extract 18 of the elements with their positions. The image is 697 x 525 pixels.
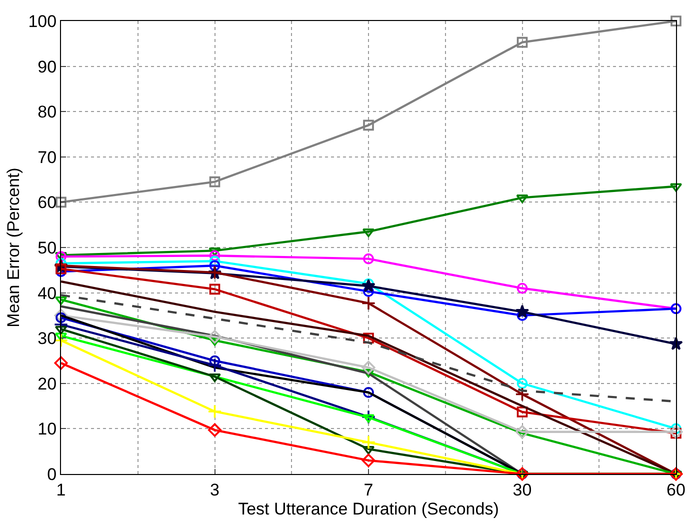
y-tick-label: 80 (38, 102, 57, 122)
y-tick-label: 10 (38, 420, 57, 439)
y-tick-label: 40 (38, 284, 57, 303)
y-tick-label: 100 (28, 12, 57, 31)
y-tick-label: 0 (47, 464, 57, 484)
y-tick-label: 50 (38, 238, 57, 258)
y-axis-title: Mean Error (Percent) (4, 168, 23, 328)
y-tick-label: 70 (38, 148, 57, 167)
x-tick-label: 1 (56, 480, 66, 500)
x-tick-label: 7 (364, 480, 374, 500)
y-tick-label: 60 (38, 193, 57, 212)
x-axis-title: Test Utterance Duration (Seconds) (238, 499, 499, 518)
x-tick-label: 30 (512, 480, 532, 500)
y-tick-label: 20 (38, 374, 57, 394)
x-tick-label: 3 (210, 480, 220, 500)
x-tick-label: 60 (666, 480, 686, 500)
y-tick-label: 90 (38, 57, 57, 76)
y-tick-label: 30 (38, 329, 57, 348)
